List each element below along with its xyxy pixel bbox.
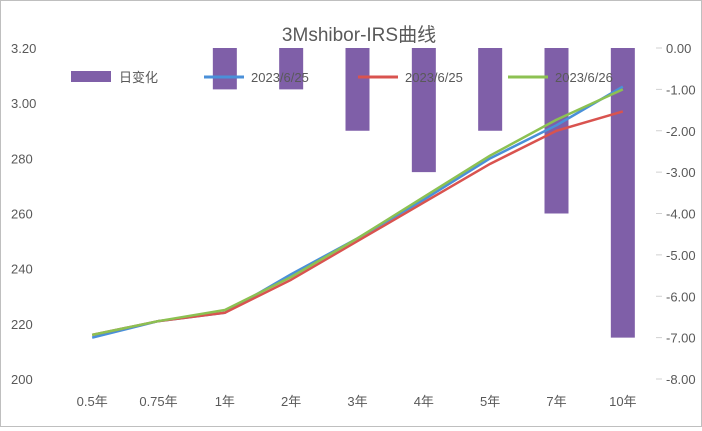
left-tick-label: 240 xyxy=(11,262,33,277)
x-tick-label: 1年 xyxy=(215,394,235,409)
x-tick-label: 3年 xyxy=(347,394,367,409)
right-tick-label: -3.00 xyxy=(666,165,696,180)
bar-2 xyxy=(213,48,237,89)
legend-label-line-1: 2023/6/25 xyxy=(405,70,463,85)
legend: 日变化 2023/6/25 2023/6/25 2023/6/26 xyxy=(71,70,613,85)
x-tick-label: 4年 xyxy=(414,394,434,409)
right-tick-label: -8.00 xyxy=(666,372,696,387)
left-tick-label: 280 xyxy=(11,151,33,166)
chart-title: 3Mshibor-IRS曲线 xyxy=(282,24,436,46)
left-axis-ticks: 200 220 240 260 280 3.00 3.20 xyxy=(11,41,36,387)
bar-series xyxy=(213,48,635,338)
line-series-1 xyxy=(92,111,623,334)
bar-4 xyxy=(346,48,370,131)
legend-label-bar: 日变化 xyxy=(119,70,158,85)
right-tick-label: -5.00 xyxy=(666,248,696,263)
legend-label-line-0: 2023/6/25 xyxy=(251,70,309,85)
left-tick-label: 3.00 xyxy=(11,96,36,111)
x-tick-label: 10年 xyxy=(609,394,636,409)
left-tick-label: 3.20 xyxy=(11,41,36,56)
legend-swatch-bar xyxy=(71,71,111,82)
x-tick-label: 7年 xyxy=(546,394,566,409)
right-tick-label: 0.00 xyxy=(666,41,691,56)
x-tick-label: 0.5年 xyxy=(77,394,108,409)
left-tick-label: 260 xyxy=(11,207,33,222)
x-axis-ticks: 0.5年 0.75年 1年 2年 3年 4年 5年 7年 10年 xyxy=(77,394,637,409)
right-tick-label: -6.00 xyxy=(666,289,696,304)
bar-5 xyxy=(412,48,436,172)
right-axis-ticks: -8.00 -7.00 -6.00 -5.00 -4.00 -3.00 -2.00 -1.00… xyxy=(656,41,696,387)
x-tick-label: 0.75年 xyxy=(139,394,177,409)
right-tick-label: -4.00 xyxy=(666,207,696,222)
x-tick-label: 2年 xyxy=(281,394,301,409)
bar-6 xyxy=(478,48,502,131)
right-tick-label: -2.00 xyxy=(666,124,696,139)
x-tick-label: 5年 xyxy=(480,394,500,409)
left-tick-label: 200 xyxy=(11,372,33,387)
left-tick-label: 220 xyxy=(11,317,33,332)
legend-label-line-2: 2023/6/26 xyxy=(555,70,613,85)
right-tick-label: -7.00 xyxy=(666,331,696,346)
right-tick-label: -1.00 xyxy=(666,82,696,97)
